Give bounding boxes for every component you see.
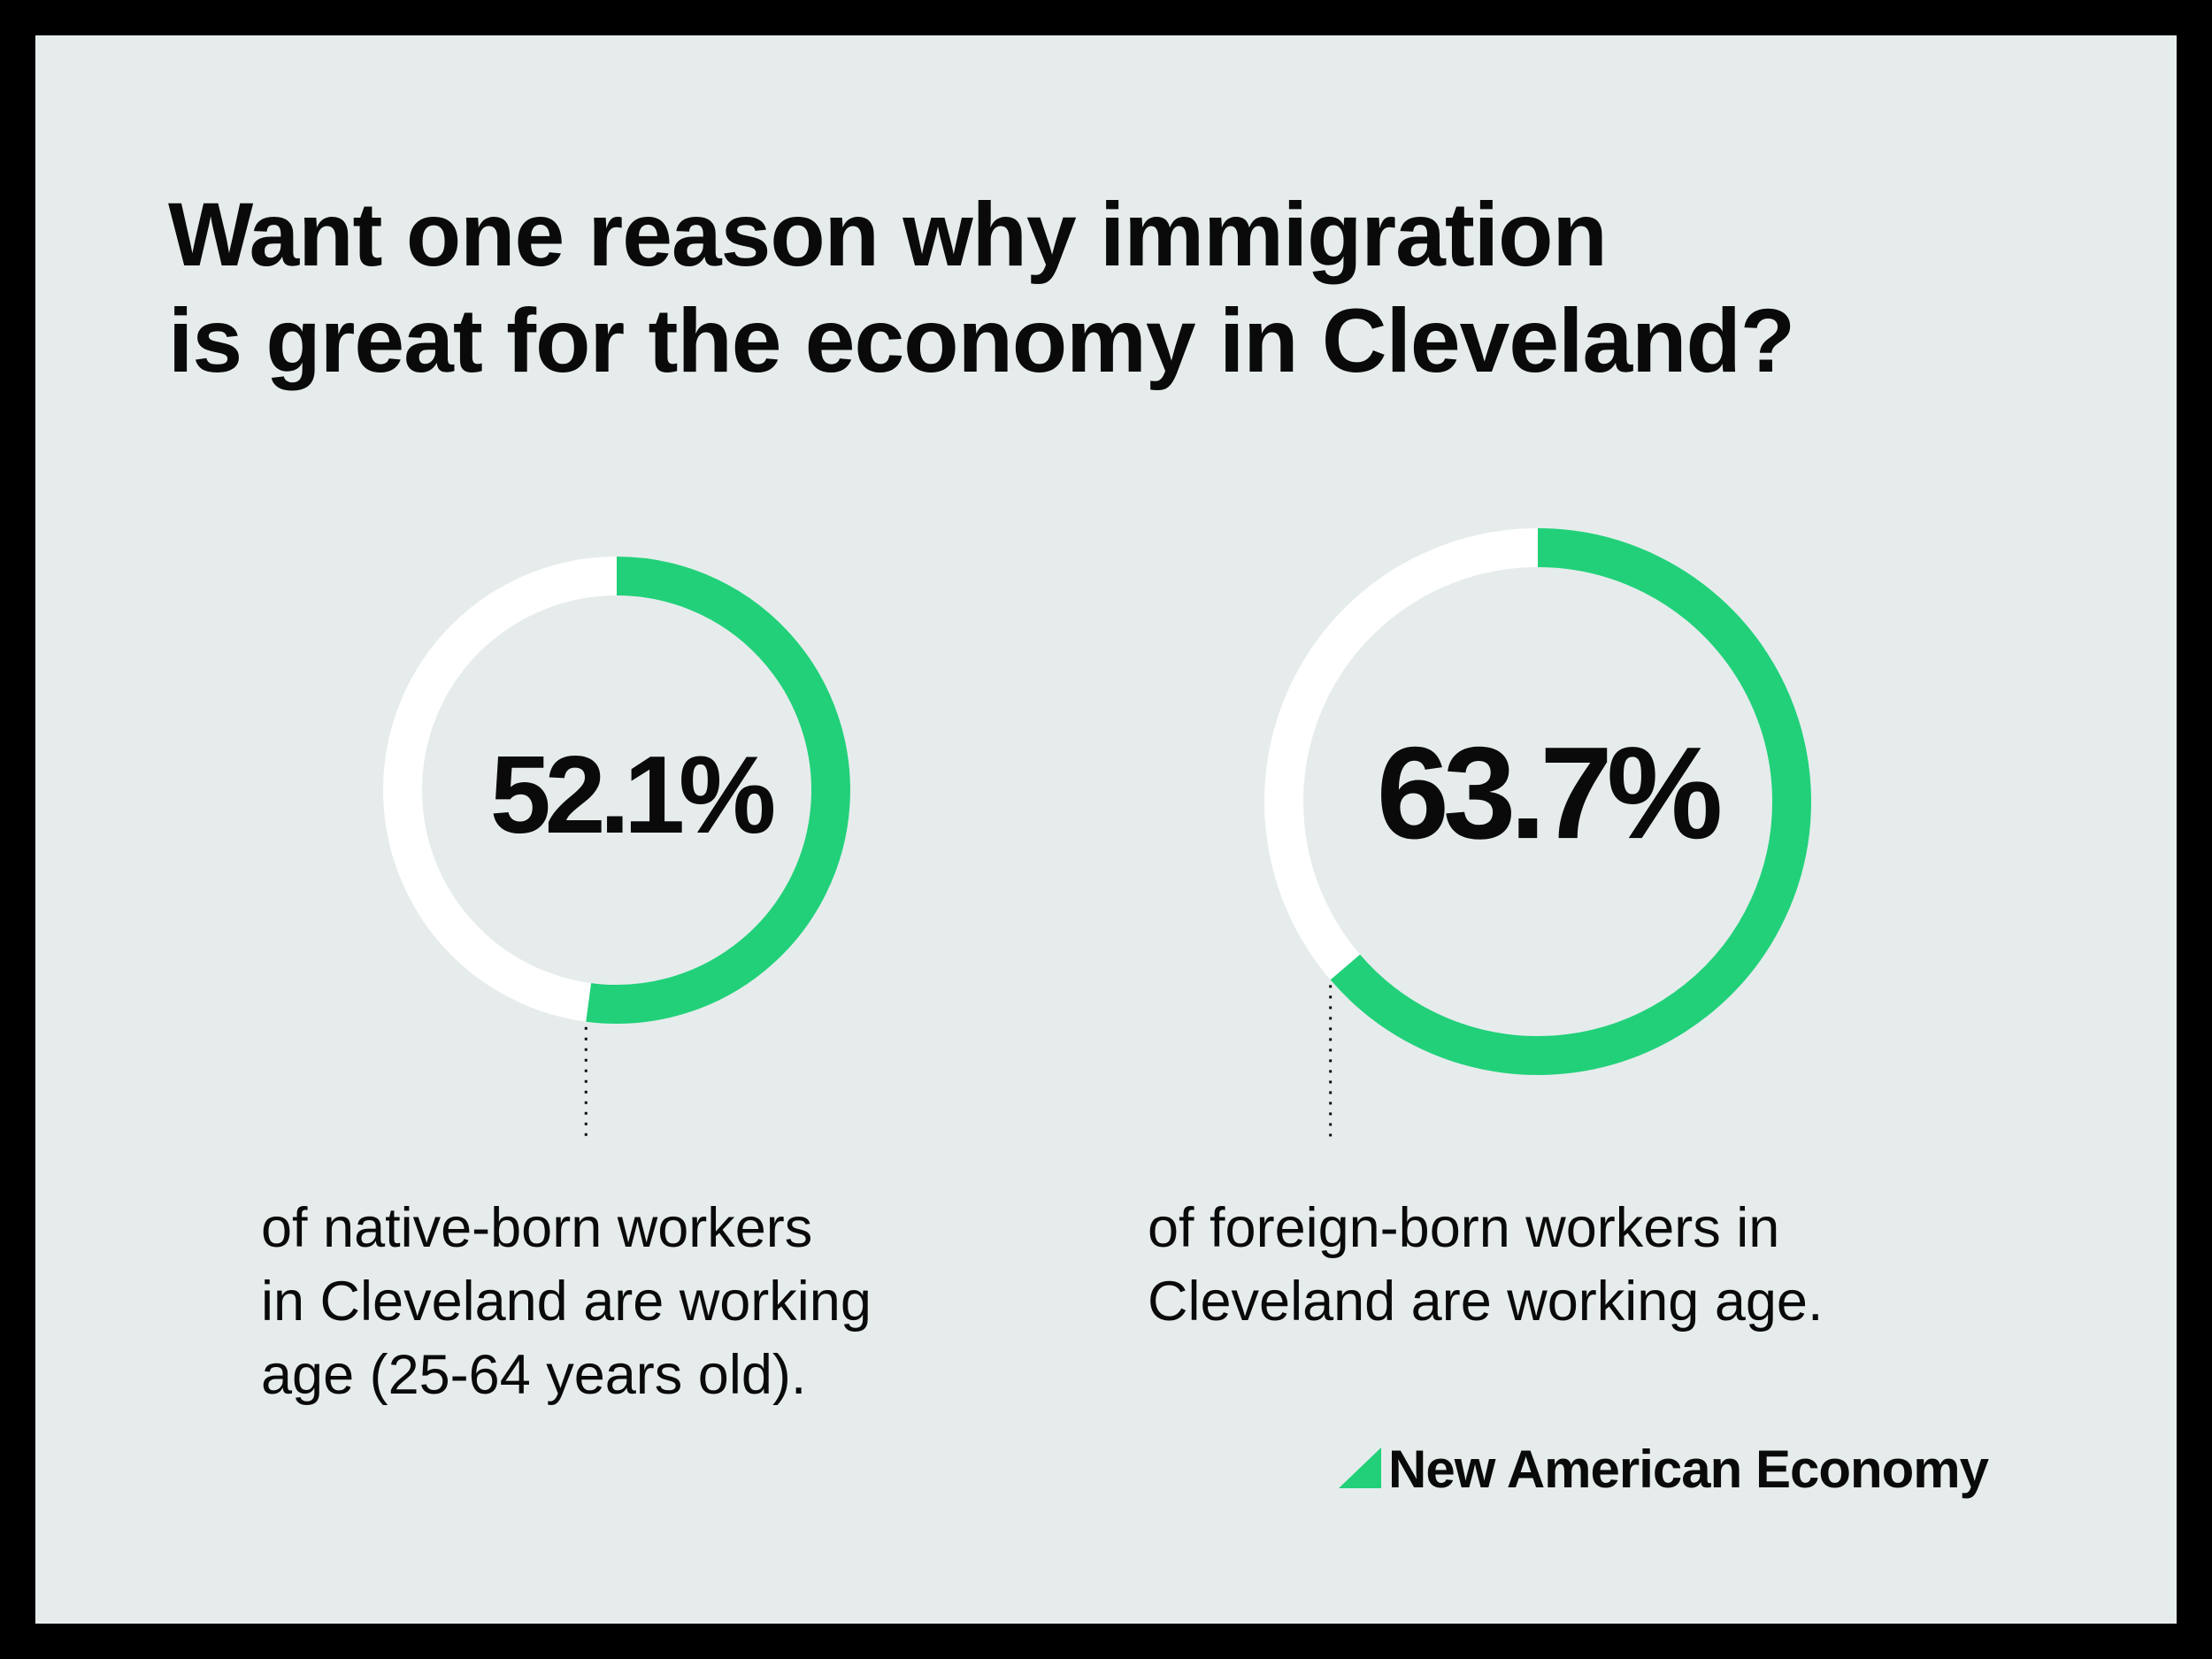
caption-foreign-born-line-2: Cleveland are working age. — [1148, 1271, 1824, 1333]
caption-native-born-line-2: in Cleveland are working — [261, 1271, 872, 1333]
caption-native-born-line-1: of native-born workers — [261, 1197, 813, 1259]
donut-native-born-value-label: 52.1% — [490, 734, 773, 856]
donut-charts: 52.1% 63.7% — [383, 528, 1811, 1141]
donut-foreign-born-value-label: 63.7% — [1377, 720, 1720, 866]
brand-logo: New American Economy — [1339, 1433, 1989, 1504]
headline-line-1: Want one reason why immigration — [168, 184, 1608, 285]
green-triangle-logo-icon — [1339, 1448, 1381, 1488]
caption-native-born-line-3: age (25-64 years old). — [261, 1344, 807, 1406]
caption-foreign-born-line-1: of foreign-born workers in — [1148, 1197, 1780, 1259]
donut-native-born-value-arc — [586, 557, 850, 1024]
headline-line-2: is great for the economy in Cleveland? — [168, 290, 1795, 391]
donut-native-born: 52.1% — [383, 557, 850, 1140]
headline: Want one reason why immigration is great… — [168, 181, 2115, 394]
caption-foreign-born: of foreign-born workers in Cleveland are… — [1148, 1192, 1823, 1339]
caption-native-born: of native-born workers in Cleveland are … — [261, 1192, 872, 1412]
brand-name: New American Economy — [1388, 1439, 1989, 1499]
infographic-panel: Want one reason why immigration is great… — [35, 35, 2177, 1624]
donut-foreign-born-value-arc — [1330, 528, 1811, 1075]
donut-foreign-born: 63.7% — [1264, 528, 1811, 1141]
